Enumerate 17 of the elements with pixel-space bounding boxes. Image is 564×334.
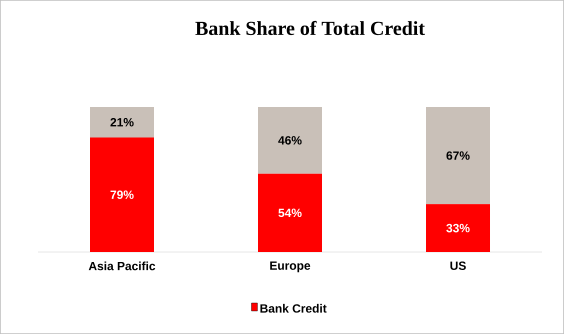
- bar: [426, 204, 490, 252]
- data-label: 33%: [446, 224, 470, 232]
- data-label: 46%: [278, 136, 302, 145]
- data-label: 79%: [110, 190, 134, 199]
- data-label: 54%: [278, 208, 302, 218]
- x-tick-label: US: [450, 262, 466, 270]
- bar: [90, 137, 154, 252]
- bar: [426, 107, 490, 204]
- data-label: 67%: [446, 151, 470, 160]
- bar: [258, 107, 322, 174]
- bar: [90, 107, 154, 138]
- x-tick-label: Europe: [270, 262, 310, 272]
- data-label: 21%: [110, 118, 134, 126]
- chart-title: Bank Share of Total Credit: [195, 20, 425, 36]
- legend-label: Bank Credit: [260, 304, 327, 313]
- x-tick-label: Asia Pacific: [88, 262, 156, 270]
- bar: [258, 174, 322, 252]
